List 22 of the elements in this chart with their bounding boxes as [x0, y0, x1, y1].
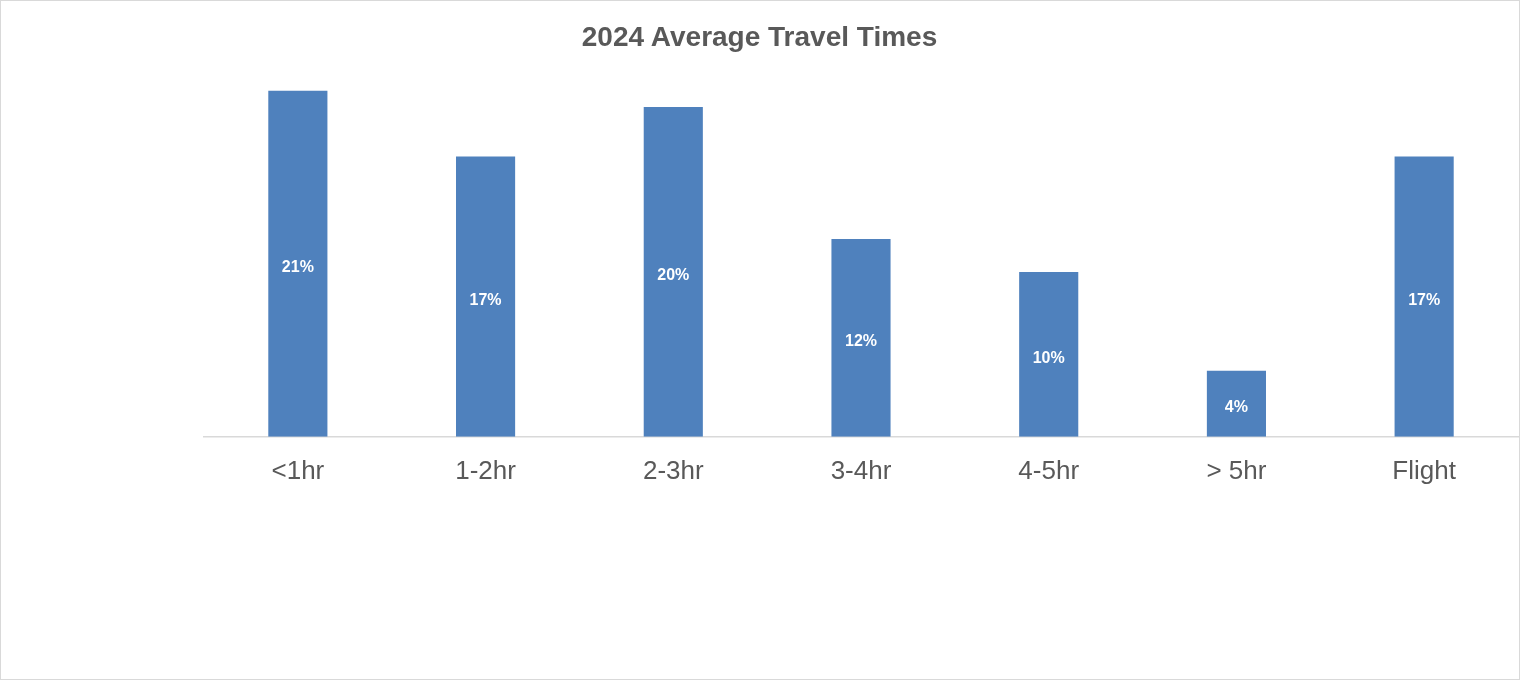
bar — [643, 107, 703, 437]
x-tick-label: <1hr — [271, 454, 325, 485]
data-label: 12% — [844, 332, 878, 350]
data-label: 10% — [1032, 348, 1065, 366]
x-tick-label: Flight — [1392, 454, 1457, 485]
bar — [1394, 156, 1454, 437]
data-label: 17% — [1408, 291, 1441, 309]
data-label: 4% — [1224, 398, 1248, 416]
bar — [1206, 370, 1266, 437]
x-tick-label: > 5hr — [1206, 454, 1267, 485]
x-tick-label: 2-3hr — [642, 454, 704, 485]
x-tick-label: 4-5hr — [1018, 454, 1080, 485]
bar — [831, 238, 891, 437]
data-label: 17% — [469, 291, 502, 309]
x-tick-label: 3-4hr — [830, 454, 892, 485]
x-tick-label: 1-2hr — [455, 454, 517, 485]
chart-title: 2024 Average Travel Times — [581, 20, 938, 52]
data-label: 20% — [657, 266, 690, 284]
bar — [268, 90, 328, 437]
bar — [456, 156, 516, 437]
bar — [1019, 271, 1079, 437]
data-label: 21% — [281, 258, 314, 276]
